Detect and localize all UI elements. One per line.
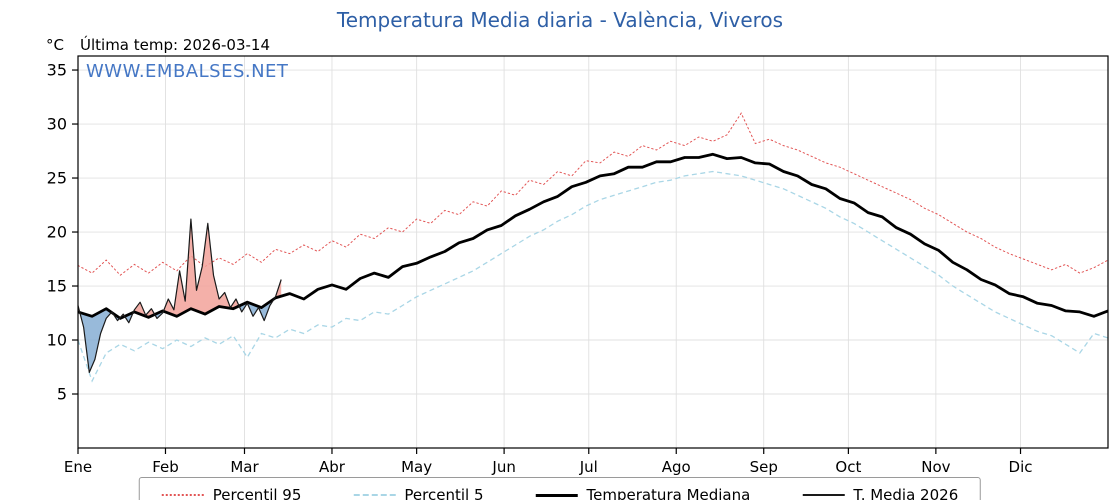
- legend: Percentil 95 Percentil 5 Temperatura Med…: [138, 477, 982, 500]
- x-tick-label: Jul: [579, 458, 598, 476]
- last-temp-label: Última temp: 2026-03-14: [80, 36, 271, 54]
- y-tick-label: 15: [47, 277, 67, 296]
- y-axis-unit-label: °C: [46, 36, 64, 54]
- tmedia2026-line: [77, 218, 282, 373]
- percentil95-line: [77, 112, 1109, 276]
- x-tick-label: Feb: [152, 458, 179, 476]
- mediana-line-sample: [535, 493, 578, 497]
- watermark: WWW.EMBALSES.NET: [86, 61, 289, 82]
- percentil5-line: [77, 170, 1109, 383]
- x-tick-label: Dic: [1009, 458, 1033, 476]
- percentil95-line-sample: [161, 494, 204, 496]
- x-tick-label: Ene: [64, 458, 92, 476]
- legend-label-percentil-5: Percentil 5: [404, 486, 484, 500]
- y-tick-label: 5: [57, 385, 67, 404]
- legend-label-percentil-95: Percentil 95: [212, 486, 302, 500]
- y-tick-label: 30: [47, 115, 67, 134]
- page-title: Temperatura Media diaria - València, Viv…: [336, 8, 784, 32]
- tmedia2026-line-sample: [802, 494, 845, 496]
- legend-item-percentil-5: Percentil 5: [353, 486, 483, 500]
- legend-item-tmedia-2026: T. Media 2026: [802, 486, 958, 500]
- x-tick-label: Ago: [662, 458, 691, 476]
- x-tick-label: Sep: [750, 458, 778, 476]
- x-tick-label: Oct: [835, 458, 861, 476]
- x-tick-label: Jun: [491, 458, 515, 476]
- legend-item-mediana: Temperatura Mediana: [535, 486, 750, 500]
- legend-label-tmedia-2026: T. Media 2026: [853, 486, 959, 500]
- mediana-line: [77, 152, 1109, 320]
- percentil5-line-sample: [353, 494, 396, 496]
- x-tick-label: Mar: [230, 458, 259, 476]
- plot-border: [77, 55, 1109, 449]
- x-tick-label: May: [401, 458, 432, 476]
- fill-above-median: [78, 219, 282, 319]
- y-tick-label: 25: [47, 169, 67, 188]
- x-tick-label: Nov: [921, 458, 950, 476]
- y-tick-label: 35: [47, 61, 67, 80]
- x-tick-label: Abr: [319, 458, 346, 476]
- y-tick-label: 20: [47, 223, 67, 242]
- legend-item-percentil-95: Percentil 95: [161, 486, 302, 500]
- legend-label-mediana: Temperatura Mediana: [586, 486, 751, 500]
- y-tick-label: 10: [47, 331, 67, 350]
